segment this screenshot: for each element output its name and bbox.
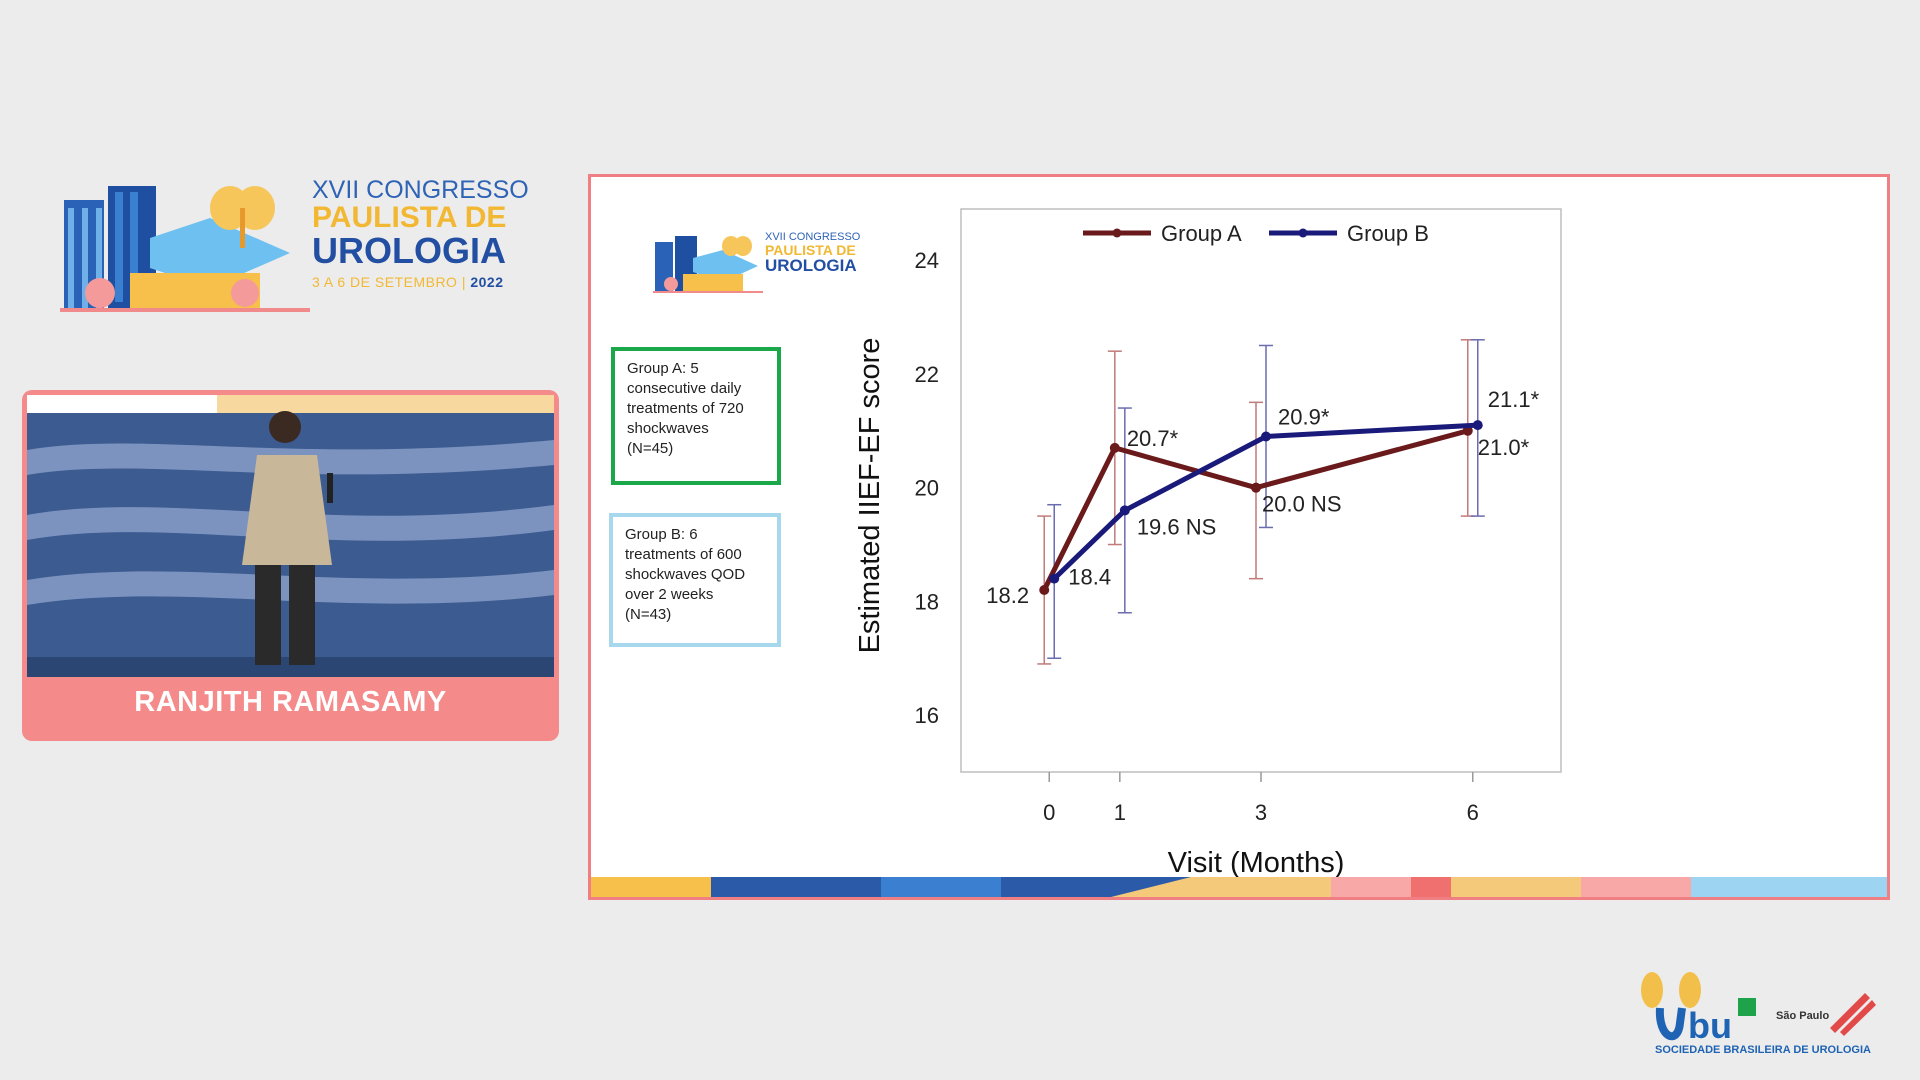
group-a-description-box: Group A: 5 consecutive daily treatments … <box>611 347 781 485</box>
congress-logo-line3: UROLOGIA <box>312 230 506 271</box>
data-point <box>1462 425 1473 436</box>
svg-text:bu: bu <box>1688 1005 1732 1046</box>
x-tick-label: 0 <box>1043 800 1055 825</box>
y-axis-label: Estimated IIEF-EF score <box>854 338 886 654</box>
speaker-name: RANJITH RAMASAMY <box>134 686 447 718</box>
slide-logo-line3: UROLOGIA <box>765 256 857 275</box>
x-axis-label: Visit (Months) <box>1168 847 1345 877</box>
y-tick-label: 18 <box>915 589 939 614</box>
group-a-line: treatments of 720 <box>627 400 744 417</box>
legend-label: Group B <box>1347 221 1429 246</box>
data-point <box>1251 482 1261 493</box>
data-point <box>1039 585 1050 596</box>
x-tick-label: 1 <box>1114 800 1126 825</box>
data-point <box>1109 442 1120 453</box>
group-b-description-box: Group B: 6 treatments of 600 shockwaves … <box>609 513 781 647</box>
congress-logo: XVII CONGRESSO PAULISTA DE UROLOGIA 3 A … <box>60 178 530 313</box>
iief-ef-line-chart: 16 18 20 22 24 0 1 3 6 Visit (Months) Estimated II… <box>854 208 1562 877</box>
y-tick-label: 24 <box>915 248 939 273</box>
presentation-slide: XVII CONGRESSO PAULISTA DE UROLOGIA Grou… <box>588 174 1890 900</box>
speaker-video-frame <box>27 395 554 677</box>
slide-congress-skyline-icon <box>653 236 763 293</box>
slide-congress-logo-text: XVII CONGRESSO PAULISTA DE UROLOGIA <box>765 231 861 275</box>
congress-logo-dates: 3 A 6 DE SETEMBRO | 2022 <box>312 274 504 290</box>
plot-area <box>960 208 1562 773</box>
slide-logo-line2: PAULISTA DE <box>765 242 856 258</box>
data-label: 21.0* <box>1478 435 1530 460</box>
series-line-group-a <box>1041 428 1469 592</box>
data-label: 19.6 NS <box>1137 514 1217 539</box>
group-a-line: (N=45) <box>627 440 674 457</box>
group-a-line: consecutive daily <box>627 380 742 397</box>
congress-logo-line2: PAULISTA DE <box>312 201 507 234</box>
y-tick-label: 16 <box>915 703 939 728</box>
group-b-line: Group B: 6 <box>625 526 698 543</box>
congress-logo-text: XVII CONGRESSO PAULISTA DE UROLOGIA 3 A … <box>312 176 582 290</box>
sbu-emblem-icon: bu <box>1641 972 1876 1046</box>
series-line-group-b <box>1052 422 1478 581</box>
x-tick-label: 6 <box>1467 800 1479 825</box>
group-a-line: Group A: 5 <box>627 360 699 377</box>
data-label: 20.0 NS <box>1262 492 1342 517</box>
data-point <box>1472 420 1483 431</box>
x-tick-label: 3 <box>1255 800 1267 825</box>
speaker-video <box>27 395 554 677</box>
sbu-region: São Paulo <box>1776 1010 1830 1022</box>
group-b-line: over 2 weeks <box>625 586 714 603</box>
data-point <box>1261 431 1271 442</box>
data-label: 18.2 <box>986 583 1029 608</box>
y-tick-label: 20 <box>915 476 939 501</box>
speaker-video-panel: RANJITH RAMASAMY <box>22 390 559 741</box>
legend-label: Group A <box>1161 221 1242 246</box>
slide-congress-logo: XVII CONGRESSO PAULISTA DE UROLOGIA <box>653 232 873 294</box>
legend-marker <box>1112 228 1122 238</box>
group-b-line: shockwaves QOD <box>625 566 746 583</box>
slide-logo-line1: XVII CONGRESSO <box>765 231 861 243</box>
slide-decorative-strip <box>591 877 1887 897</box>
congress-skyline-icon <box>60 186 310 312</box>
group-a-line: shockwaves <box>627 420 709 437</box>
legend-marker <box>1298 228 1308 238</box>
group-b-line: treatments of 600 <box>625 546 742 563</box>
data-label: 20.9* <box>1278 404 1330 429</box>
congress-logo-line1: XVII CONGRESSO <box>312 176 529 204</box>
data-label: 21.1* <box>1488 387 1540 412</box>
sbu-name: SOCIEDADE BRASILEIRA DE UROLOGIA <box>1655 1044 1871 1056</box>
data-label: 20.7* <box>1127 426 1179 451</box>
data-point <box>1049 573 1060 584</box>
data-label: 18.4 <box>1068 565 1111 590</box>
y-tick-label: 22 <box>915 362 939 387</box>
data-point <box>1119 505 1130 516</box>
congress-dates: 3 A 6 DE SETEMBRO <box>312 274 458 290</box>
sbu-logo: bu São Paulo SOCIEDADE BRASILEIRA DE URO… <box>1630 968 1890 1063</box>
congress-year: 2022 <box>470 274 504 290</box>
group-b-line: (N=43) <box>625 606 672 623</box>
